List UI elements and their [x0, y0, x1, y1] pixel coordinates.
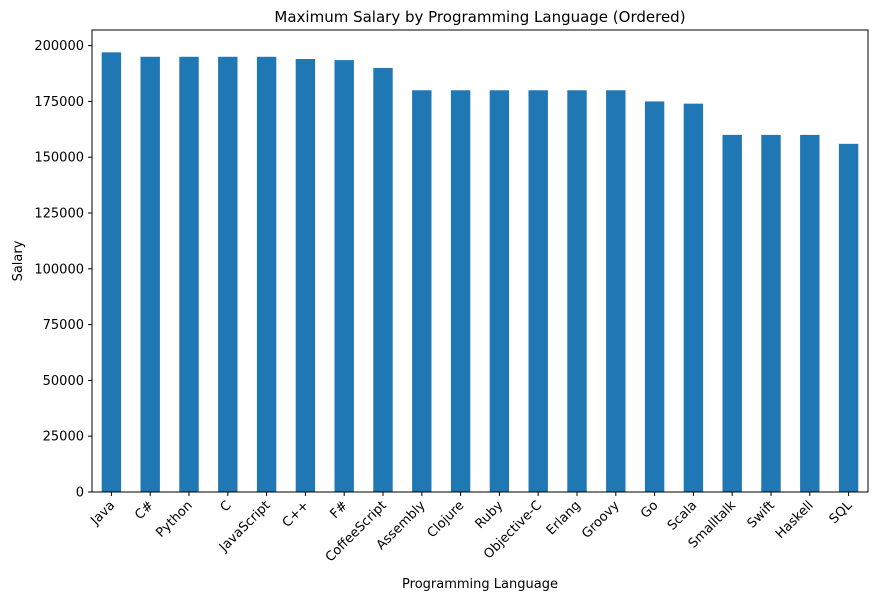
bar — [179, 56, 199, 493]
bar — [567, 90, 587, 493]
x-tick-label: Erlang — [544, 498, 584, 538]
x-axis-label: Programming Language — [402, 577, 558, 592]
y-tick-label: 175000 — [34, 95, 84, 110]
x-tick-label: C++ — [280, 498, 312, 530]
bar — [683, 103, 704, 493]
bar — [644, 101, 665, 492]
y-tick-label: 50000 — [43, 374, 84, 389]
bars-group — [101, 52, 859, 493]
bar — [761, 134, 781, 492]
bar — [489, 90, 510, 493]
bar — [101, 52, 122, 492]
bar — [838, 143, 859, 492]
x-tick-label: Haskell — [773, 498, 817, 542]
y-tick-label: 75000 — [43, 318, 84, 333]
x-tick-label: Ruby — [473, 498, 507, 532]
y-tick-label: 125000 — [34, 207, 84, 222]
plot-frame — [91, 29, 869, 493]
x-tick-label: C — [218, 498, 235, 515]
x-tick-label: Java — [87, 498, 118, 529]
chart-title: Maximum Salary by Programming Language (… — [274, 8, 685, 26]
x-tick-label: Python — [153, 498, 195, 540]
y-tick-label: 100000 — [34, 262, 84, 277]
x-tick-label: C# — [132, 498, 157, 523]
bar — [256, 56, 277, 493]
bar — [800, 134, 820, 492]
x-tick-label: F# — [327, 498, 351, 522]
x-tick-label: Swift — [745, 498, 778, 531]
bar — [334, 60, 354, 493]
bar — [722, 134, 742, 492]
bar — [606, 90, 626, 493]
x-tick-label: Clojure — [425, 498, 468, 541]
y-tick-label: 25000 — [43, 430, 84, 445]
y-axis-label: Salary — [11, 240, 26, 281]
bar — [528, 90, 548, 493]
x-tick-label: Groovy — [579, 498, 623, 542]
bar — [218, 56, 238, 493]
bar — [140, 56, 160, 493]
bar — [412, 90, 432, 493]
y-axis: 0 25000 50000 75000 100000 125000 150000 175000… — [34, 39, 92, 501]
y-tick-label: 150000 — [34, 151, 84, 166]
bar — [295, 59, 316, 492]
x-tick-label: SQL — [827, 498, 856, 527]
y-tick-label: 0 — [76, 486, 84, 501]
y-tick-label: 200000 — [34, 39, 84, 54]
x-tick-label: Scala — [665, 498, 700, 533]
bar — [450, 90, 471, 493]
x-tick-label: Go — [638, 498, 661, 521]
bar — [373, 67, 393, 493]
